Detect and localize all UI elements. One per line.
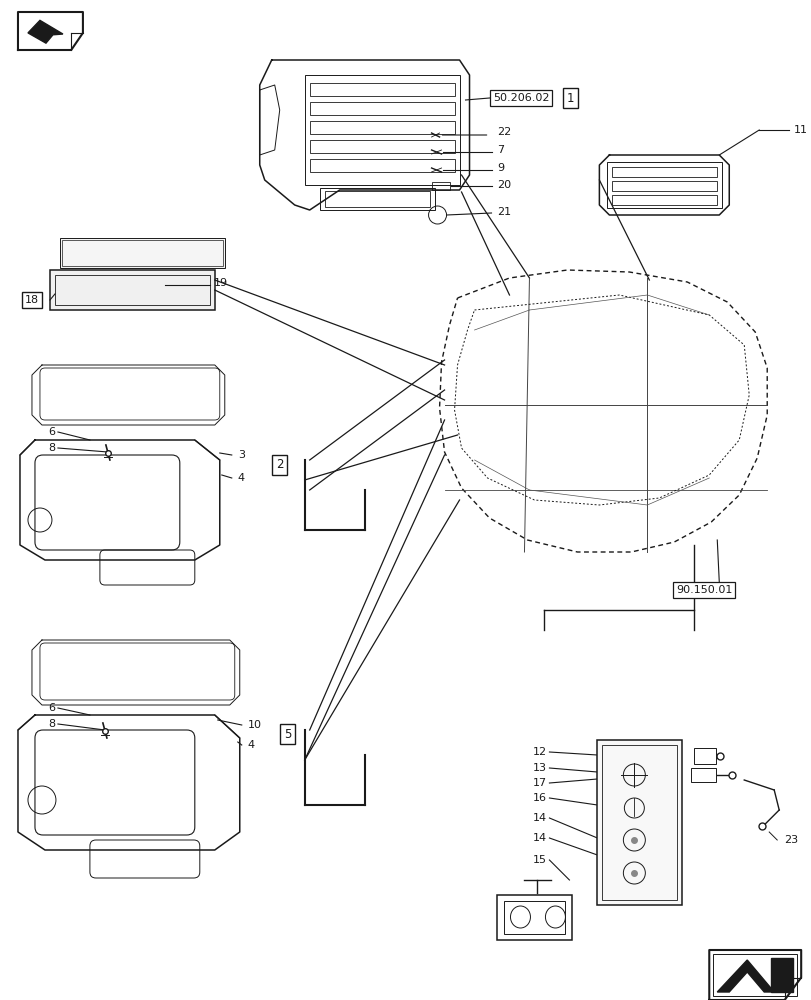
- Text: 17: 17: [532, 778, 546, 788]
- Polygon shape: [260, 85, 279, 155]
- Text: 22: 22: [497, 127, 511, 137]
- Text: 3: 3: [238, 450, 244, 460]
- Bar: [55, 275, 209, 305]
- Text: 6: 6: [48, 427, 55, 437]
- Text: 4: 4: [238, 473, 245, 483]
- Text: 14: 14: [532, 833, 546, 843]
- Bar: [712, 954, 796, 996]
- Bar: [309, 121, 454, 134]
- Text: 15: 15: [532, 855, 546, 865]
- Text: 8: 8: [48, 443, 55, 453]
- Bar: [611, 181, 716, 191]
- Polygon shape: [708, 950, 800, 1000]
- Text: 11: 11: [793, 125, 807, 135]
- Text: 9: 9: [497, 163, 504, 173]
- Bar: [50, 270, 215, 310]
- Bar: [497, 895, 572, 940]
- Bar: [320, 188, 434, 210]
- Bar: [607, 162, 721, 208]
- Polygon shape: [599, 155, 728, 215]
- Text: 18: 18: [25, 295, 39, 305]
- Bar: [611, 167, 716, 177]
- Text: 7: 7: [497, 145, 504, 155]
- Text: 13: 13: [532, 763, 546, 773]
- Polygon shape: [716, 960, 773, 992]
- Polygon shape: [28, 20, 63, 43]
- Text: 10: 10: [247, 720, 261, 730]
- Bar: [597, 740, 681, 905]
- Bar: [309, 83, 454, 96]
- Text: 90.150.01: 90.150.01: [676, 585, 732, 595]
- Polygon shape: [770, 958, 792, 992]
- Text: 50.206.02: 50.206.02: [492, 93, 549, 103]
- Text: 8: 8: [48, 719, 55, 729]
- Bar: [309, 102, 454, 115]
- Text: 2: 2: [276, 458, 283, 472]
- Bar: [690, 768, 715, 782]
- Bar: [304, 75, 459, 185]
- Bar: [431, 182, 449, 190]
- Bar: [504, 901, 564, 934]
- Text: 6: 6: [48, 703, 55, 713]
- Text: 20: 20: [497, 180, 511, 190]
- Text: 1: 1: [566, 92, 573, 104]
- Bar: [60, 238, 225, 268]
- Polygon shape: [32, 365, 225, 425]
- Bar: [602, 745, 676, 900]
- Bar: [62, 240, 222, 266]
- Polygon shape: [260, 60, 469, 210]
- Bar: [309, 140, 454, 153]
- Polygon shape: [18, 12, 83, 50]
- Bar: [693, 748, 715, 764]
- Polygon shape: [20, 440, 220, 560]
- Polygon shape: [18, 715, 239, 850]
- Text: 4: 4: [247, 740, 255, 750]
- Text: 16: 16: [532, 793, 546, 803]
- Text: 12: 12: [532, 747, 546, 757]
- Bar: [309, 159, 454, 172]
- Polygon shape: [32, 640, 239, 705]
- Text: 14: 14: [532, 813, 546, 823]
- Text: 21: 21: [497, 207, 511, 217]
- Text: 19: 19: [213, 278, 228, 288]
- Bar: [611, 195, 716, 205]
- Text: 5: 5: [284, 728, 291, 740]
- Text: 23: 23: [783, 835, 797, 845]
- Bar: [324, 191, 429, 207]
